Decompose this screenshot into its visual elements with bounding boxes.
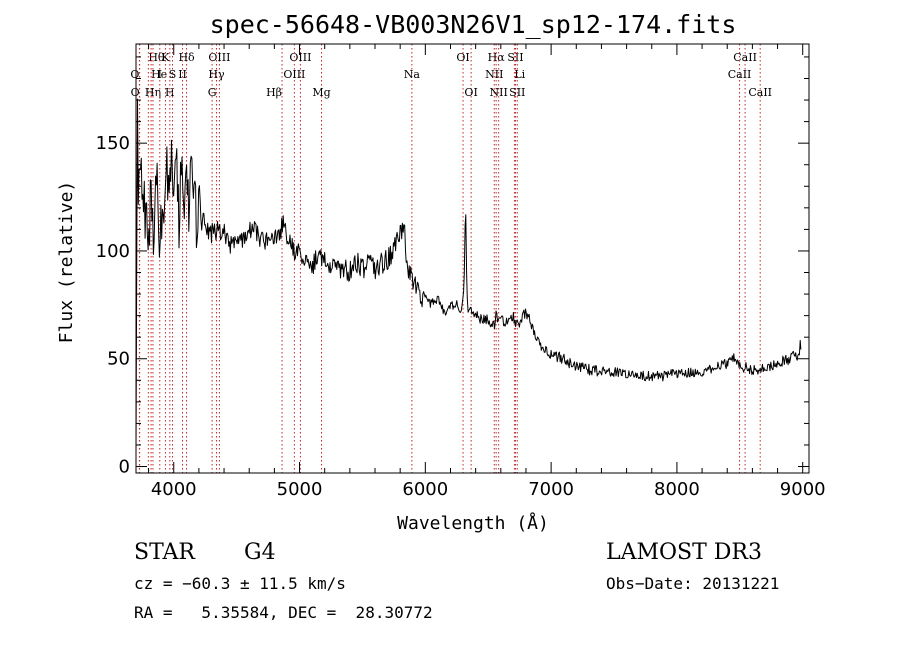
series-layer (135, 98, 802, 453)
object-subclass: G4 (244, 540, 276, 565)
spectral-line-label: Hα (488, 51, 506, 64)
x-tick-label: 8000 (654, 479, 700, 500)
spectral-line-label: NII (490, 86, 508, 99)
spectral-line-label: Hη (145, 86, 161, 99)
spectral-line-label: H (165, 86, 175, 99)
x-axis-label: Wavelength (Å) (397, 512, 549, 534)
y-tick-label: 150 (96, 133, 130, 154)
spectral-line-label: O (130, 68, 139, 81)
x-tick-label: 4000 (151, 479, 197, 500)
y-tick-label: 50 (107, 349, 130, 370)
plot-frame (135, 43, 810, 474)
spectral-line-label: NII (485, 68, 503, 81)
spectral-line-label: Li (514, 68, 525, 81)
x-tick-label: 9000 (780, 479, 826, 500)
spectral-line-label: CaII (728, 68, 752, 81)
x-tick-label: 5000 (277, 479, 323, 500)
y-axis-label: Flux (relative) (56, 181, 77, 344)
spectral-line-label: SII (509, 86, 525, 99)
redshift-cz: cz = −60.3 ± 11.5 km/s (134, 574, 346, 593)
spectral-line-label: OIII (208, 51, 230, 64)
spectral-line-label: Hδ (178, 51, 195, 64)
spectral-line-label: SII (507, 51, 523, 64)
spectral-line-label: Mg (312, 86, 330, 99)
spectral-line-label: II (178, 68, 187, 81)
spectral-line-label: K (161, 51, 170, 64)
spectrum-line (135, 98, 802, 453)
x-tick-label: 7000 (528, 479, 574, 500)
y-tick-label: 0 (119, 457, 130, 478)
spectral-line-label: OI (456, 51, 469, 64)
spectral-line-label: CaII (733, 51, 757, 64)
spectral-line-label: OIII (289, 51, 311, 64)
spectral-line-label: O (131, 86, 140, 99)
spectral-line-label: He (151, 68, 167, 81)
object-class: STAR (134, 540, 195, 565)
spectral-line-label: Hβ (266, 86, 282, 99)
spectral-line-label: OIII (283, 68, 305, 81)
spectral-line-label: S (169, 68, 177, 81)
spectral-line-label: CaII (748, 86, 772, 99)
spectral-line-label: OI (464, 86, 477, 99)
spectral-line-label: Hθ (148, 51, 165, 64)
x-tick-label: 6000 (402, 479, 448, 500)
observation-date: Obs−Date: 20131221 (606, 574, 780, 593)
spectral-line-label: I (158, 68, 162, 81)
spectral-line-label: Hγ (208, 68, 225, 81)
chart-title: spec-56648-VB003N26V1_sp12-174.fits (210, 10, 737, 39)
spectral-line-label: G (208, 86, 217, 99)
y-tick-label: 100 (96, 241, 130, 262)
ra-dec-coordinates: RA = 5.35584, DEC = 28.30772 (134, 603, 433, 622)
axis-ticks: 4000 5000 6000 7000 8000 9000 0 50 100 150 (96, 44, 826, 500)
spectral-line-label: Na (404, 68, 421, 81)
survey-name: LAMOST DR3 (606, 540, 762, 565)
